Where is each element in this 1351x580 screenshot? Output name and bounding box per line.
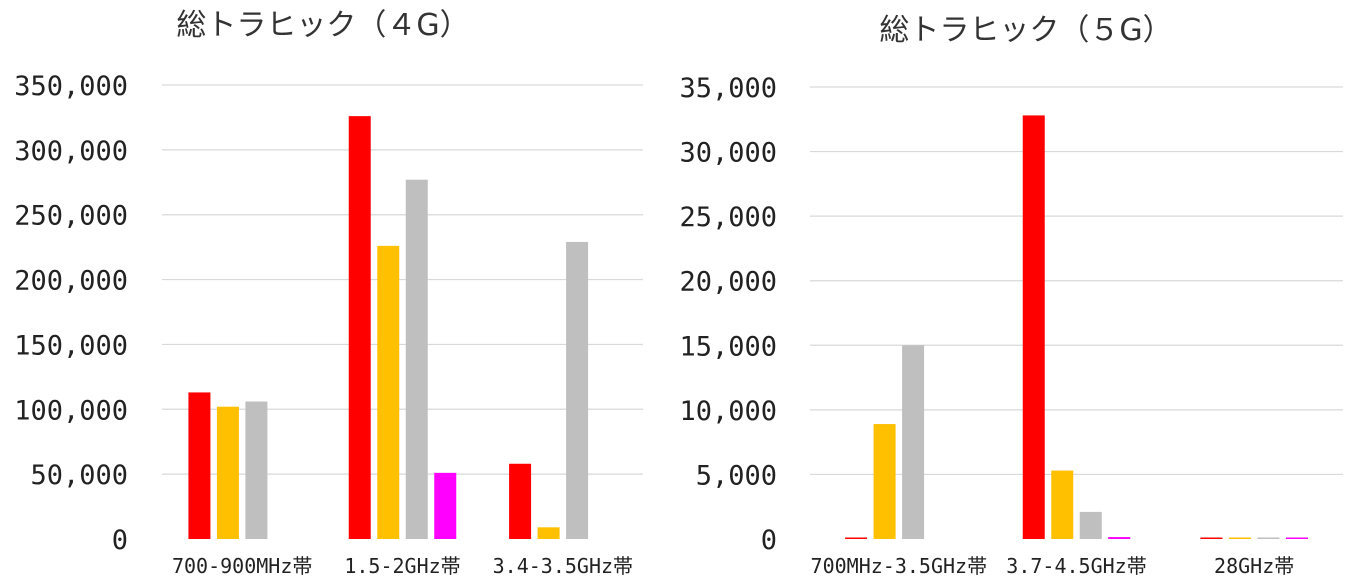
bar [873,424,896,539]
bar [1022,115,1045,539]
y-tick-label: 50,000 [30,460,128,491]
y-tick-label: 30,000 [679,138,777,169]
y-tick-label: 350,000 [14,71,128,102]
y-tick-label: 250,000 [14,201,128,232]
y-tick-label: 15,000 [679,331,777,362]
bar [377,245,400,540]
y-tick-label: 300,000 [14,136,128,167]
chart-title: 総トラヒック（５G） [879,13,1172,48]
bar [405,179,428,540]
bar [1228,537,1251,539]
chart-5g-traffic: 総トラヒック（５G） 0 5,000 10,000 15,000 20,000 25,00… [679,13,1343,578]
bar [537,527,560,539]
bar [845,537,868,539]
bar [902,345,925,539]
y-tick-label: 150,000 [14,330,128,361]
bar [1051,470,1074,539]
y-tick-label: 25,000 [679,202,777,233]
y-tick-label: 100,000 [14,395,128,426]
x-category-label: 700MHz-3.5GHz帯 [811,554,988,578]
y-tick-label: 0 [761,525,777,556]
bar [348,116,371,539]
bar [509,463,532,539]
bar [1200,537,1223,539]
y-tick-label: 0 [112,525,128,556]
chart-title: 総トラヒック（４G） [176,8,469,43]
y-tick-label: 35,000 [679,73,777,104]
x-category-label: 3.7-4.5GHz帯 [1006,554,1146,578]
bar [1079,511,1102,539]
chart-4g-traffic: 総トラヒック（４G） 0 50,000 100,000 150,000 200,000 2… [14,8,643,578]
x-category-label: 3.4-3.5GHz帯 [493,554,633,578]
bar [216,406,239,539]
x-category-label: 28GHz帯 [1214,554,1294,578]
y-tick-label: 10,000 [679,396,777,427]
y-tick-label: 20,000 [679,267,777,298]
bar [434,472,457,539]
bar [1108,537,1131,539]
bar [1285,537,1308,539]
y-tick-label: 200,000 [14,266,128,297]
bar [245,401,268,539]
x-category-label: 700-900MHz帯 [172,554,312,578]
x-category-label: 1.5-2GHz帯 [344,554,460,578]
bar [566,241,589,539]
bar [188,392,211,539]
bar [1257,537,1280,539]
y-tick-label: 5,000 [696,460,777,491]
